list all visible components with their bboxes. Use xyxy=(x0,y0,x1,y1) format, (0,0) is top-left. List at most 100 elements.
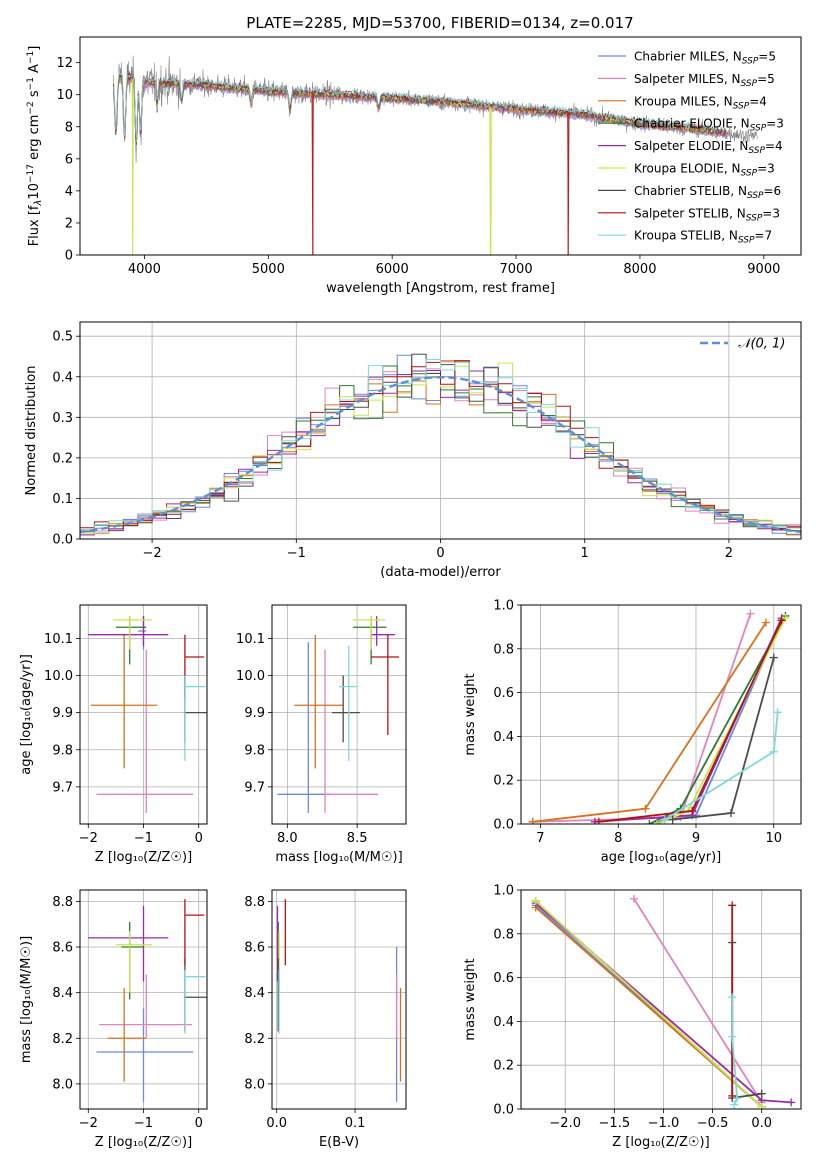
x-tick-label: 7 xyxy=(536,831,544,846)
x-tick-label: −1 xyxy=(134,1116,153,1131)
x-ticks: −2 −1 0 xyxy=(79,824,203,846)
weight-line-kroupa-stelib xyxy=(728,993,742,1109)
y-axis-label: mass weight xyxy=(463,958,478,1040)
errorbar-salpeter-stelib xyxy=(371,634,400,735)
weight-marker xyxy=(653,820,662,824)
weight-line-chabrier-elodie xyxy=(645,611,790,824)
y-tick-label: 8.0 xyxy=(244,1077,265,1092)
x-tick-label: 0.1 xyxy=(345,1116,366,1131)
weight-marker xyxy=(762,618,770,627)
y-tick-label: 8.4 xyxy=(244,986,265,1001)
legend-label-subscript: SSP xyxy=(750,124,767,134)
legend-label-text: Kroupa MILES, N xyxy=(634,94,733,108)
weight-marker xyxy=(531,896,540,905)
y-tick-label: 10.1 xyxy=(236,632,265,647)
axes-frame xyxy=(520,889,802,1110)
y-axis-label-part: Flux [f xyxy=(27,205,42,246)
legend-label: Kroupa STELIB, NSSP=7 xyxy=(634,229,772,246)
errorbar-chabrier-stelib xyxy=(183,958,207,1032)
legend-label-subscript: SSP xyxy=(738,236,755,246)
x-tick-label: 6000 xyxy=(376,262,409,277)
errorbar-chabrier-miles xyxy=(96,1008,194,1103)
errorbar-salpeter-elodie xyxy=(88,905,169,982)
y-tick-label: 8.4 xyxy=(52,986,73,1001)
weight-marker xyxy=(645,820,654,824)
errorbar-salpeter-stelib xyxy=(184,899,205,966)
legend-label: Salpeter ELODIE, NSSP=4 xyxy=(634,139,783,156)
x-tick-label: 8000 xyxy=(623,262,656,277)
legend-label-subscript: SSP xyxy=(741,169,758,179)
x-tick-label: 0.0 xyxy=(751,1116,772,1131)
x-tick-label: 10 xyxy=(766,831,783,846)
chart-mass_vs_ebv: 0.0 0.1 8.0 8.2 8.4 8.6 8.8 E(B-V) xyxy=(244,889,407,1150)
weight-line xyxy=(532,622,767,823)
axes-frame xyxy=(79,321,802,540)
legend-label-value: =7 xyxy=(754,229,772,243)
y-tick-label: 0.4 xyxy=(493,1015,514,1030)
y-tick-label: 0.6 xyxy=(493,686,514,701)
weight-line-kroupa-elodie xyxy=(531,896,766,1109)
weight-marker xyxy=(769,653,778,662)
x-tick-label: 8 xyxy=(614,831,622,846)
x-tick-label: −2 xyxy=(79,1116,98,1131)
chart-residuals: −2 −1 0 1 2 0.0 0.1 0.2 0.3 0.4 0.5 (data-model)/er… xyxy=(24,321,802,580)
legend-label-text: Chabrier ELODIE, N xyxy=(634,117,750,131)
legend-label-value: =3 xyxy=(766,117,784,131)
y-axis-label-part: −2 xyxy=(26,101,36,114)
legend-label-value: =3 xyxy=(757,162,775,176)
y-tick-label: 10.1 xyxy=(44,632,73,647)
chart-age_vs_mass: 8.0 8.5 9.7 9.8 9.9 10.0 10.1 mass [log₁₀(M/M☉)… xyxy=(236,604,407,865)
plot-area xyxy=(531,894,796,1109)
y-tick-label: 0.0 xyxy=(52,533,73,548)
normal-curve xyxy=(80,375,801,534)
y-tick-label: 1.0 xyxy=(493,599,514,614)
weight-marker xyxy=(730,1100,739,1109)
weight-marker xyxy=(787,1098,796,1107)
errorbar-kroupa-stelib xyxy=(183,969,206,1034)
weight-line-kroupa-miles xyxy=(528,618,770,824)
y-axis-label-part: erg cm xyxy=(27,115,42,164)
y-tick-label: 8.6 xyxy=(52,941,73,956)
y-ticks: 0.0 0.1 0.2 0.3 0.4 0.5 xyxy=(52,330,80,548)
errorbar-salpeter-stelib xyxy=(184,634,205,698)
legend-label: Salpeter MILES, NSSP=5 xyxy=(634,72,775,89)
y-axis-label-part: −17 xyxy=(26,164,36,183)
chart-weight_vs_Z: −2.0 −1.5 −1.0 −0.5 0.0 0.0 0.2 0.4 0.6 0.8 1.0 Z [… xyxy=(463,884,802,1150)
legend-label-value: =5 xyxy=(757,72,775,86)
errorbar-chabrier-elodie xyxy=(115,616,147,665)
weight-marker xyxy=(777,616,786,625)
weight-marker xyxy=(757,1089,766,1098)
legend-label-subscript: SSP xyxy=(733,101,750,111)
y-tick-label: 0.5 xyxy=(52,330,73,345)
x-ticks: −2.0 −1.5 −1.0 −0.5 0.0 xyxy=(549,1109,772,1131)
x-tick-label: −2.0 xyxy=(549,1116,581,1131)
y-tick-label: 0.4 xyxy=(493,730,514,745)
legend-label-text: Chabrier STELIB, N xyxy=(634,184,747,198)
errorbar-kroupa-miles xyxy=(91,634,158,769)
axes-frame xyxy=(520,604,802,825)
legend-entry-chabrier-elodie: Chabrier ELODIE, NSSP=3 xyxy=(598,117,784,134)
legend-label-text: Kroupa STELIB, N xyxy=(634,229,738,243)
errorbar-salpeter-miles xyxy=(96,649,194,813)
weight-line xyxy=(664,712,779,821)
legend-label: Salpeter STELIB, NSSP=3 xyxy=(634,206,780,223)
y-axis-label: mass [log₁₀(M/M☉)] xyxy=(19,936,34,1063)
x-tick-label: 5000 xyxy=(252,262,285,277)
legend-label-text: Salpeter MILES, N xyxy=(634,72,741,86)
y-tick-label: 0.3 xyxy=(52,411,73,426)
errorbar-salpeter-elodie xyxy=(371,616,395,646)
y-axis-label-part: −1 xyxy=(26,77,36,90)
legend-label-value: =4 xyxy=(749,94,767,108)
legend-label: Chabrier ELODIE, NSSP=3 xyxy=(634,117,784,134)
y-tick-label: 0.4 xyxy=(52,370,73,385)
weight-marker xyxy=(668,815,677,824)
x-tick-label: −2 xyxy=(79,831,98,846)
y-tick-label: 9.8 xyxy=(52,743,73,758)
x-tick-label: −1 xyxy=(134,831,153,846)
y-tick-label: 0.1 xyxy=(52,492,73,507)
plot-area xyxy=(528,609,790,824)
y-axis-label-part: A xyxy=(27,64,42,77)
x-axis-label: Z [log₁₀(Z/Z☉)] xyxy=(612,1135,709,1150)
x-axis-label: Z [log₁₀(Z/Z☉)] xyxy=(95,850,192,865)
